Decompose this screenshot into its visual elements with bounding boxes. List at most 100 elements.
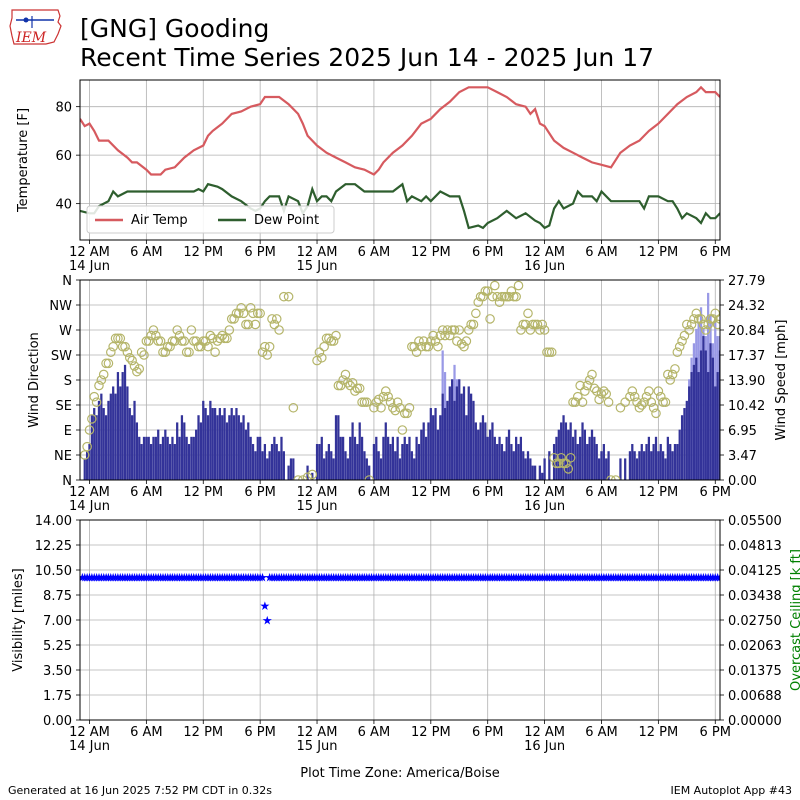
wind-speed-bar <box>249 436 252 480</box>
wind-speed-bar <box>652 444 655 480</box>
wind-speed-bar <box>389 444 392 480</box>
wind-direction-marker <box>314 347 325 358</box>
wind-direction-marker <box>229 314 239 324</box>
wind-speed-bar <box>432 415 435 480</box>
wind-speed-bar <box>351 422 354 480</box>
wind-direction-marker <box>340 369 351 380</box>
wind-speed-bar <box>704 350 707 480</box>
wind-speed-bar <box>171 436 174 480</box>
wind-speed-bar <box>714 386 717 480</box>
wind-speed-bar <box>697 372 700 480</box>
visibility-marker: ★ <box>686 571 697 585</box>
x-tick-label: 6 AM <box>585 485 618 500</box>
visibility-marker: ★ <box>307 571 318 585</box>
visibility-marker: ★ <box>278 571 289 585</box>
wind-speed-bar <box>529 458 532 480</box>
visibility-marker: ★ <box>181 571 192 585</box>
wind-speed-bar <box>683 408 686 480</box>
y-tick-label: 14.00 <box>35 514 72 529</box>
visibility-marker: ★ <box>558 571 569 585</box>
wind-direction-marker <box>665 375 676 385</box>
wind-direction-marker <box>423 341 434 352</box>
wind-direction-marker <box>184 347 194 358</box>
wind-direction-marker <box>174 330 185 341</box>
wind-direction-marker <box>409 341 420 352</box>
visibility-marker: ★ <box>342 571 353 585</box>
x-tick-label: 6 PM <box>700 245 731 260</box>
visibility-marker: ★ <box>504 571 515 585</box>
wind-speed-bar <box>676 444 679 480</box>
wind-direction-marker <box>392 397 403 408</box>
wind-direction-marker <box>279 291 289 302</box>
wind-speed-bar <box>85 451 89 480</box>
wind-speed-bar <box>688 386 691 480</box>
wind-speed-bar <box>462 386 466 480</box>
wind-direction-marker <box>672 347 683 358</box>
visibility-marker: ★ <box>191 571 202 585</box>
visibility-marker: ★ <box>155 571 166 585</box>
wind-direction-marker <box>653 386 664 396</box>
visibility-marker: ★ <box>196 571 207 585</box>
wind-direction-marker <box>96 375 107 385</box>
wind-direction-marker <box>395 402 405 413</box>
visibility-marker: ★ <box>248 571 259 585</box>
wind-direction-marker <box>411 347 422 358</box>
wind-direction-marker <box>328 336 339 346</box>
temperature-lines <box>80 85 720 230</box>
visibility-marker: ★ <box>281 571 292 585</box>
visibility-marker: ★ <box>437 571 448 585</box>
wind-direction-marker <box>226 314 237 324</box>
visibility-marker: ★ <box>700 571 711 585</box>
wind-direction-marker <box>568 397 578 408</box>
wind-speed-bar <box>538 465 541 480</box>
visibility-marker: ★ <box>674 571 685 585</box>
visibility-marker: ★ <box>693 571 704 585</box>
wind-speed-bar <box>401 444 404 480</box>
visibility-marker: ★ <box>388 571 399 585</box>
wind-speed-bar <box>273 436 276 480</box>
visibility-marker: ★ <box>530 571 541 585</box>
wind-speed-bar <box>631 444 634 480</box>
wind-speed-bar <box>176 422 179 480</box>
visibility-marker: ★ <box>606 571 617 585</box>
wind-direction-marker <box>651 408 661 419</box>
wind-speed-bar <box>707 372 710 480</box>
wind-speed-bar <box>484 422 487 480</box>
wind-speed-bar <box>405 444 409 480</box>
wind-direction-marker <box>255 308 265 319</box>
visibility-marker: ★ <box>698 571 709 585</box>
visibility-marker: ★ <box>184 571 195 585</box>
wind-direction-marker <box>544 347 555 358</box>
wind-direction-marker <box>371 397 382 408</box>
visibility-marker: ★ <box>430 571 441 585</box>
generated-note: Generated at 16 Jun 2025 7:52 PM CDT in … <box>8 784 273 797</box>
wind-direction-marker <box>179 336 190 346</box>
wind-direction-marker <box>172 325 182 335</box>
wind-direction-marker <box>378 391 389 402</box>
visibility-marker: ★ <box>338 571 349 585</box>
wind-direction-marker <box>127 355 137 366</box>
wind-direction-marker <box>648 402 659 413</box>
wind-speed-bar <box>315 444 319 480</box>
wind-speed-bar <box>391 436 395 480</box>
y2-axis-label: Overcast Ceiling [k ft] <box>789 549 800 691</box>
x-tick-label: 12 AM <box>297 245 338 260</box>
visibility-marker: ★ <box>425 571 436 585</box>
wind-direction-marker <box>501 291 512 302</box>
wind-speed-bar <box>628 451 632 480</box>
wind-speed-bar <box>519 436 523 480</box>
visibility-marker: ★ <box>523 571 534 585</box>
y-axis-label: Visibility [miles] <box>11 568 26 671</box>
wind-direction-marker <box>646 397 657 408</box>
wind-speed-bar <box>289 458 293 480</box>
wind-speed-bar <box>327 444 331 480</box>
y-tick-label: 3.50 <box>43 664 72 679</box>
visibility-marker: ★ <box>710 571 721 585</box>
wind-speed-bar <box>666 436 669 480</box>
visibility-marker: ★ <box>594 571 605 585</box>
wind-direction-marker <box>428 330 438 341</box>
wind-direction-marker <box>487 291 498 302</box>
y2-tick-label: 20.84 <box>728 324 765 339</box>
visibility-marker: ★ <box>466 571 477 585</box>
